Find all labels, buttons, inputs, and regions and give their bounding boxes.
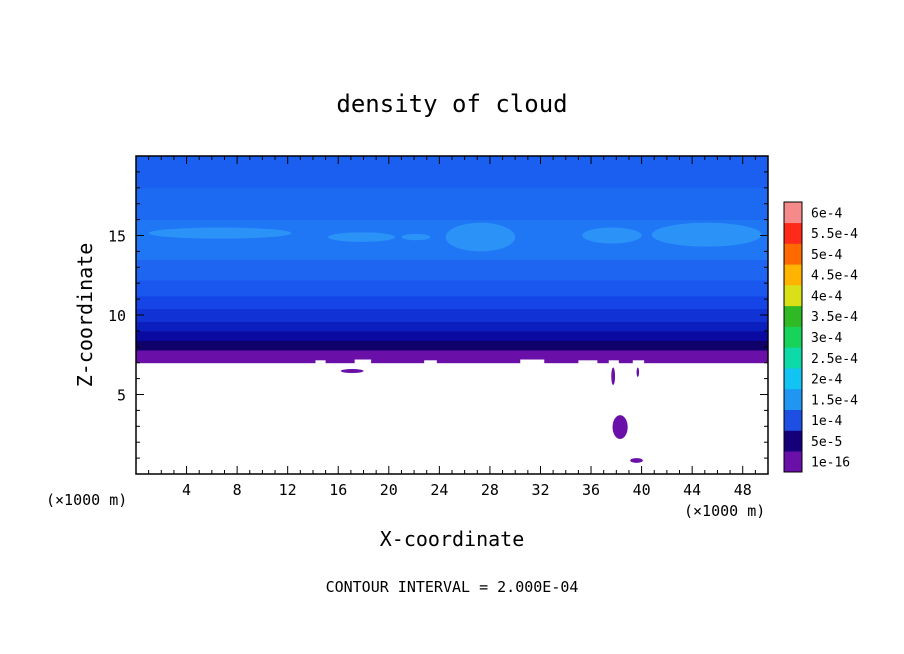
base-notch-3 [520,359,545,364]
colorbar-swatch-1 [784,430,802,452]
colorbar-label: 1e-4 [811,414,842,429]
colorbar-label: 2e-4 [811,373,842,388]
base-notch-2 [424,360,437,364]
colorbar-swatch-4 [784,368,802,390]
base-notch-5 [608,360,619,364]
colorbar: 1e-16 5e-5 1e-4 1.5e-4 2e-4 2.5e-4 3e-4 3.5e-4 4… [783,201,858,473]
contour-layer-0 [136,349,768,364]
x-axis-label: X-coordinate [380,527,525,551]
x-tick-label: 32 [531,481,549,499]
y-tick-labels: 5 10 15 [108,228,126,405]
x-tick-label: 12 [279,481,297,499]
light-patch-5 [651,222,762,247]
colorbar-label: 3.5e-4 [811,310,858,325]
light-patch-0 [148,227,292,239]
x-tick-label: 24 [430,481,448,499]
contour-interval-note: CONTOUR INTERVAL = 2.000E-04 [326,578,579,596]
plot-area [135,155,769,475]
colorbar-swatch-11 [784,222,802,244]
low-density-patch-3 [611,367,616,385]
light-patch-4 [582,227,642,244]
colorbar-label: 4.5e-4 [811,269,858,284]
x-tick-label: 8 [233,481,242,499]
contour-layer-2 [136,330,768,341]
y-tick-label: 15 [108,228,126,246]
colorbar-swatch-3 [784,388,802,410]
x-tick-label: 48 [734,481,752,499]
x-tick-label: 28 [481,481,499,499]
contour-layer-5 [136,295,768,310]
contour-layer-7 [136,259,768,281]
chart-title: density of cloud [336,90,567,118]
colorbar-swatch-0 [784,451,802,473]
colorbar-frame [783,201,803,473]
colorbar-label: 1e-16 [811,456,850,471]
y-tick-label: 10 [108,307,126,325]
contour-layer-1 [136,340,768,351]
x-tick-label: 44 [683,481,701,499]
colorbar-swatch-9 [784,264,802,286]
colorbar-swatch-2 [784,409,802,431]
low-density-patch-0 [340,369,364,374]
colorbar-label: 1.5e-4 [811,393,858,408]
contour-layer-10 [136,156,768,189]
colorbar-label: 5e-5 [811,435,842,450]
y-axis-label: Z-coordinate [73,243,97,388]
base-notch-0 [315,360,326,364]
colorbar-swatch-7 [784,305,802,327]
colorbar-swatch-12 [784,202,802,224]
contour-layer-3 [136,321,768,332]
x-tick-labels: 4 8 12 16 20 24 28 32 36 40 44 48 [182,481,752,499]
x-tick-label: 4 [182,481,191,499]
colorbar-swatch-6 [784,326,802,348]
colorbar-label: 3e-4 [811,331,842,346]
x-tick-label: 16 [329,481,347,499]
plot-frame [135,155,769,475]
contour-fills [136,156,768,463]
x-tick-label: 36 [582,481,600,499]
colorbar-label: 5e-4 [811,248,842,263]
low-density-patch-1 [612,415,628,440]
base-notch-1 [354,359,372,364]
x-tick-label: 40 [633,481,651,499]
light-patch-2 [401,233,431,241]
contour-layer-9 [136,187,768,221]
light-patch-3 [445,222,516,252]
low-density-patch-4 [636,367,640,378]
x-tick-label: 20 [380,481,398,499]
base-notch-6 [632,360,645,364]
colorbar-label: 5.5e-4 [811,227,858,242]
x-unit-label: (×1000 m) [684,502,765,520]
colorbar-label: 6e-4 [811,206,842,221]
colorbar-swatch-5 [784,347,802,369]
colorbar-label: 2.5e-4 [811,352,858,367]
colorbar-label: 4e-4 [811,289,842,304]
contour-layer-4 [136,308,768,322]
contour-layer-6 [136,280,768,297]
base-notch-4 [578,360,598,364]
colorbar-swatch-10 [784,243,802,265]
y-tick-label: 5 [117,387,126,405]
colorbar-swatch-8 [784,285,802,307]
light-patch-1 [328,232,396,242]
low-density-patch-2 [630,458,643,463]
z-unit-label: (×1000 m) [46,491,127,509]
